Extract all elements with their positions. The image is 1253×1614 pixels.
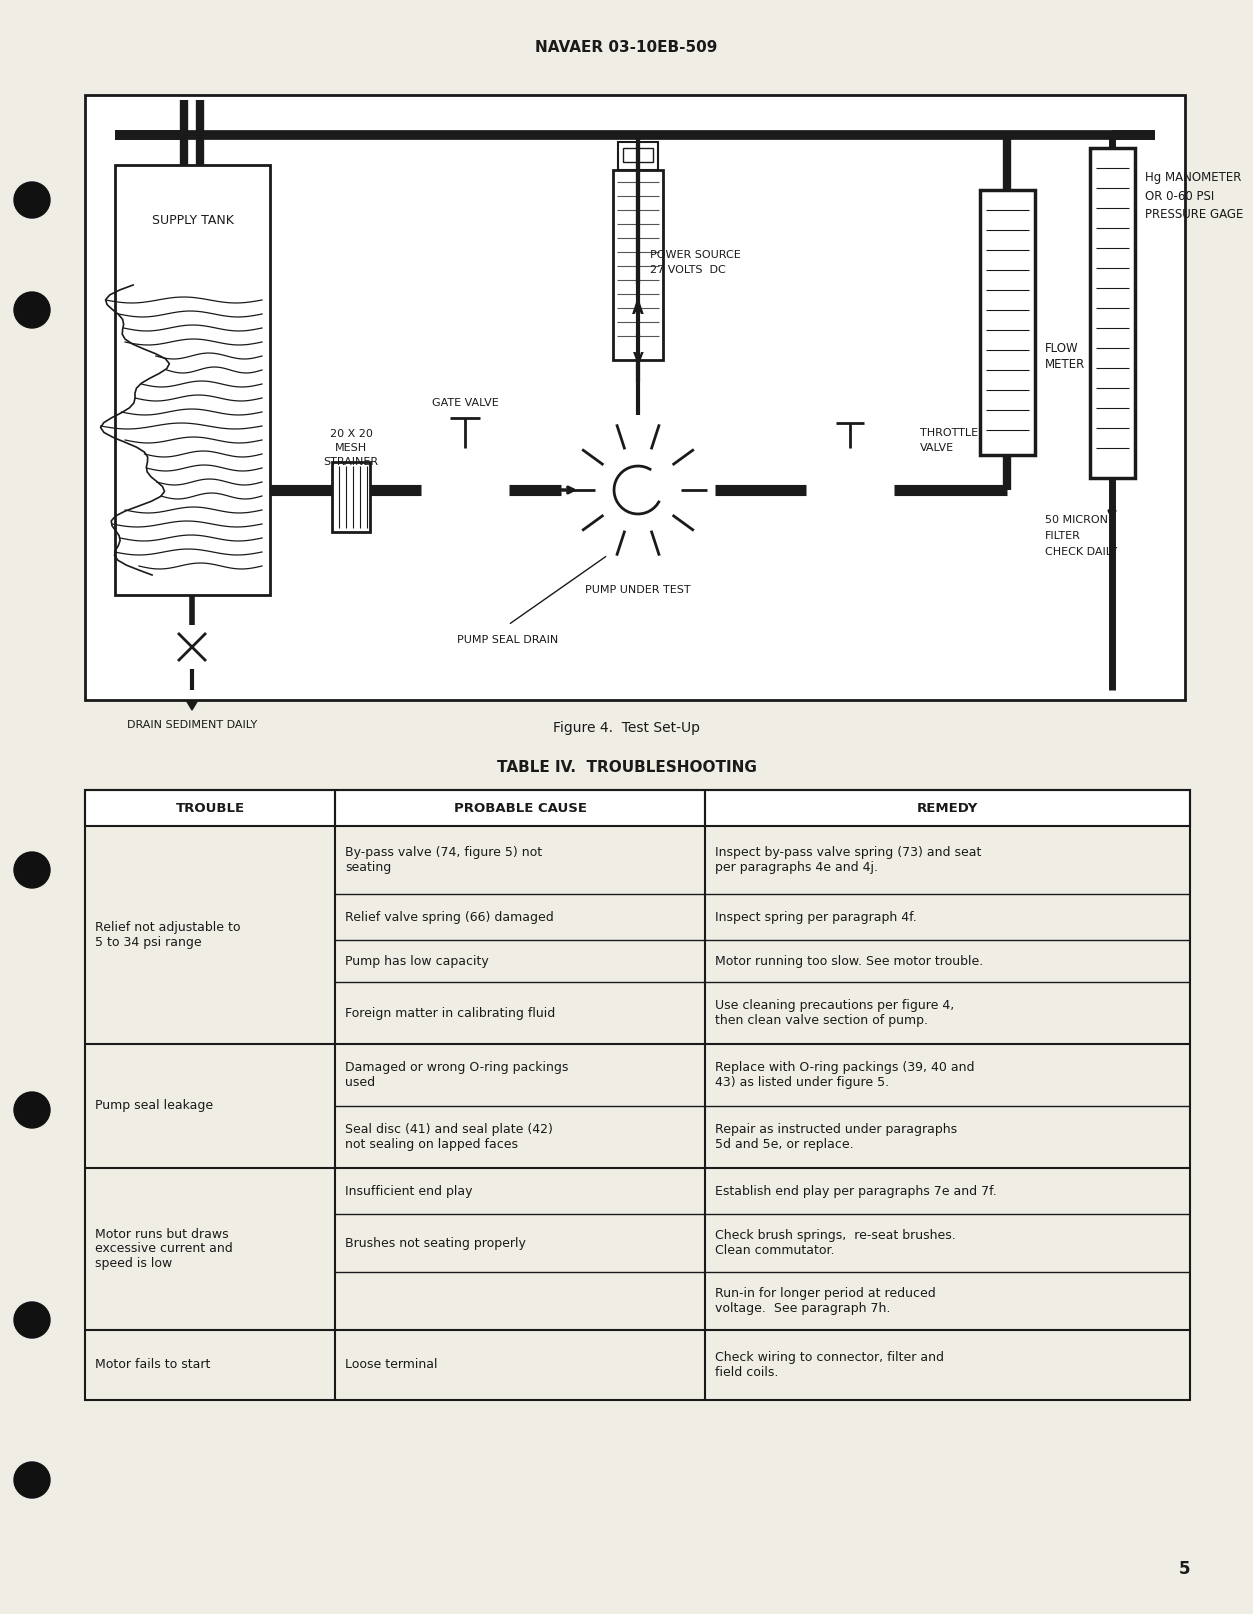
Text: Loose terminal: Loose terminal	[345, 1359, 437, 1372]
Circle shape	[14, 1462, 50, 1498]
Text: Replace with O-ring packings (39, 40 and
43) as listed under figure 5.: Replace with O-ring packings (39, 40 and…	[715, 1060, 975, 1089]
Text: Check wiring to connector, filter and
field coils.: Check wiring to connector, filter and fi…	[715, 1351, 944, 1378]
Circle shape	[14, 852, 50, 888]
Text: Repair as instructed under paragraphs
5d and 5e, or replace.: Repair as instructed under paragraphs 5d…	[715, 1123, 957, 1151]
Text: NAVAER 03-10EB-509: NAVAER 03-10EB-509	[535, 40, 718, 55]
Polygon shape	[808, 449, 850, 533]
Text: Inspect spring per paragraph 4f.: Inspect spring per paragraph 4f.	[715, 910, 917, 923]
Text: DRAIN SEDIMENT DAILY: DRAIN SEDIMENT DAILY	[127, 720, 257, 730]
Text: 50 MICRON: 50 MICRON	[1045, 515, 1108, 525]
Text: PUMP SEAL DRAIN: PUMP SEAL DRAIN	[457, 634, 559, 646]
Bar	[85, 789, 1190, 826]
Bar	[332, 462, 370, 533]
Polygon shape	[424, 449, 465, 533]
Text: VALVE: VALVE	[920, 442, 954, 454]
Bar	[623, 148, 653, 161]
Text: Figure 4.  Test Set-Up: Figure 4. Test Set-Up	[553, 721, 700, 734]
Circle shape	[614, 334, 662, 383]
Text: TABLE IV.  TROUBLESHOOTING: TABLE IV. TROUBLESHOOTING	[496, 760, 757, 775]
Text: By-pass valve (74, figure 5) not
seating: By-pass valve (74, figure 5) not seating	[345, 846, 543, 875]
Text: A: A	[632, 302, 644, 318]
Text: TROUBLE: TROUBLE	[175, 802, 244, 815]
Text: PRESSURE GAGE: PRESSURE GAGE	[1145, 208, 1243, 221]
Text: SUPPLY TANK: SUPPLY TANK	[152, 213, 233, 226]
Text: Hg MANOMETER: Hg MANOMETER	[1145, 171, 1242, 184]
Circle shape	[459, 484, 471, 495]
Text: REMEDY: REMEDY	[917, 802, 979, 815]
Text: Relief valve spring (66) damaged: Relief valve spring (66) damaged	[345, 910, 554, 923]
Polygon shape	[850, 449, 892, 533]
Bar	[613, 169, 663, 360]
Text: 20 X 20: 20 X 20	[330, 429, 372, 439]
Text: Run-in for longer period at reduced
voltage.  See paragraph 7h.: Run-in for longer period at reduced volt…	[715, 1286, 936, 1315]
Circle shape	[170, 625, 214, 668]
Bar	[85, 789, 1190, 1399]
Polygon shape	[465, 449, 507, 533]
Circle shape	[596, 449, 679, 531]
Text: PROBABLE CAUSE: PROBABLE CAUSE	[454, 802, 586, 815]
Bar	[115, 165, 269, 596]
Bar	[618, 142, 658, 169]
Circle shape	[14, 182, 50, 218]
Text: PUMP UNDER TEST: PUMP UNDER TEST	[585, 584, 690, 596]
Text: THROTTLE: THROTTLE	[920, 428, 979, 437]
Bar	[980, 190, 1035, 455]
Text: OR 0-60 PSI: OR 0-60 PSI	[1145, 189, 1214, 202]
Text: Establish end play per paragraphs 7e and 7f.: Establish end play per paragraphs 7e and…	[715, 1185, 996, 1198]
Text: Inspect by-pass valve spring (73) and seat
per paragraphs 4e and 4j.: Inspect by-pass valve spring (73) and se…	[715, 846, 981, 875]
Text: Foreign matter in calibrating fluid: Foreign matter in calibrating fluid	[345, 1007, 555, 1020]
Polygon shape	[180, 691, 204, 710]
Text: Pump seal leakage: Pump seal leakage	[95, 1099, 213, 1112]
Text: Pump has low capacity: Pump has low capacity	[345, 954, 489, 967]
Text: Motor running too slow. See motor trouble.: Motor running too slow. See motor troubl…	[715, 954, 984, 967]
Text: Motor runs but draws
excessive current and
speed is low: Motor runs but draws excessive current a…	[95, 1228, 233, 1270]
Circle shape	[845, 484, 856, 495]
Circle shape	[14, 292, 50, 328]
Text: Brushes not seating properly: Brushes not seating properly	[345, 1236, 526, 1249]
Circle shape	[563, 415, 713, 565]
Text: STRAINER: STRAINER	[323, 457, 378, 466]
Circle shape	[14, 1302, 50, 1338]
Text: Use cleaning precautions per figure 4,
then clean valve section of pump.: Use cleaning precautions per figure 4, t…	[715, 999, 955, 1027]
Circle shape	[611, 284, 664, 336]
Bar	[1090, 148, 1135, 478]
Text: 5: 5	[1179, 1561, 1190, 1578]
Text: GATE VALVE: GATE VALVE	[431, 399, 499, 408]
Text: POWER SOURCE: POWER SOURCE	[650, 250, 741, 260]
Bar	[85, 95, 1185, 700]
Text: FLOW: FLOW	[1045, 342, 1079, 355]
Text: Seal disc (41) and seal plate (42)
not sealing on lapped faces: Seal disc (41) and seal plate (42) not s…	[345, 1123, 553, 1151]
Circle shape	[14, 1093, 50, 1128]
Text: FILTER: FILTER	[1045, 531, 1081, 541]
Text: 27 VOLTS  DC: 27 VOLTS DC	[650, 265, 725, 274]
Text: Motor fails to start: Motor fails to start	[95, 1359, 211, 1372]
Text: Relief not adjustable to
5 to 34 psi range: Relief not adjustable to 5 to 34 psi ran…	[95, 922, 241, 949]
Text: MESH: MESH	[335, 442, 367, 454]
Text: V: V	[633, 350, 643, 365]
Text: CHECK DAILY: CHECK DAILY	[1045, 547, 1118, 557]
Text: Insufficient end play: Insufficient end play	[345, 1185, 472, 1198]
Text: METER: METER	[1045, 358, 1085, 371]
Text: Check brush springs,  re-seat brushes.
Clean commutator.: Check brush springs, re-seat brushes. Cl…	[715, 1228, 956, 1257]
Text: Damaged or wrong O-ring packings
used: Damaged or wrong O-ring packings used	[345, 1060, 569, 1089]
